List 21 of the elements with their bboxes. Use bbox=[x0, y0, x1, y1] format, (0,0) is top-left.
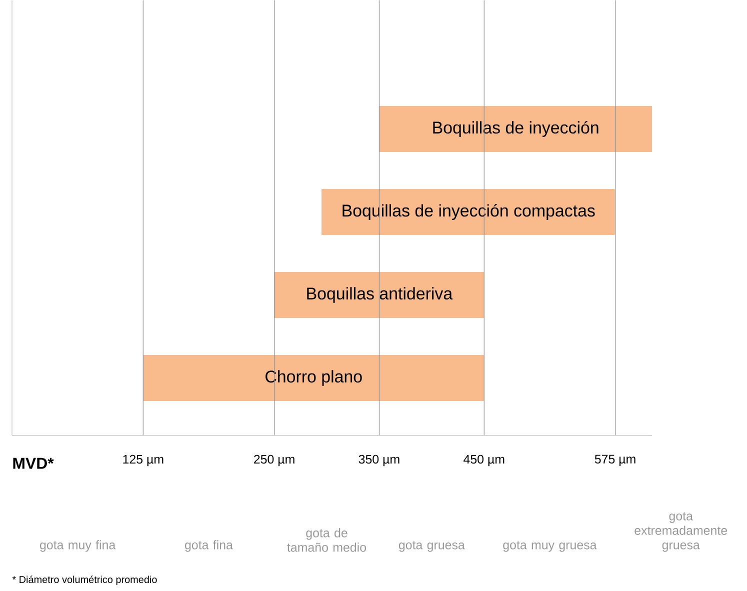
bar bbox=[143, 354, 484, 401]
text: * Diámetro volumétrico promedio bbox=[12, 575, 157, 585]
x-tick-label: 450 µm bbox=[464, 454, 504, 466]
x-tick-label: 250 µm bbox=[254, 454, 294, 466]
bar bbox=[274, 272, 484, 318]
text: gota muy fina bbox=[40, 540, 116, 552]
bar bbox=[322, 188, 616, 235]
text: gota gruesa bbox=[398, 541, 465, 552]
y-tick-label: Boquillas de inyección bbox=[433, 120, 598, 137]
text: gota extremadamente gruesa bbox=[634, 512, 728, 552]
y-tick-label: Boquillas antideriva bbox=[307, 286, 453, 303]
text: gota fina bbox=[185, 540, 233, 552]
x-tick-label: 575 µm bbox=[594, 454, 636, 466]
text: gota de tamaño medio bbox=[287, 528, 366, 552]
bar bbox=[379, 106, 652, 152]
x-tick-label: 350 µm bbox=[358, 454, 400, 466]
y-tick-label: Boquillas de inyección compactas bbox=[342, 204, 595, 220]
y-tick-label: Chorro plano bbox=[266, 370, 362, 386]
x-axis-title: MVD* bbox=[13, 458, 54, 469]
x-tick-label: 125 µm bbox=[123, 454, 164, 466]
text: gota muy gruesa bbox=[503, 541, 597, 552]
